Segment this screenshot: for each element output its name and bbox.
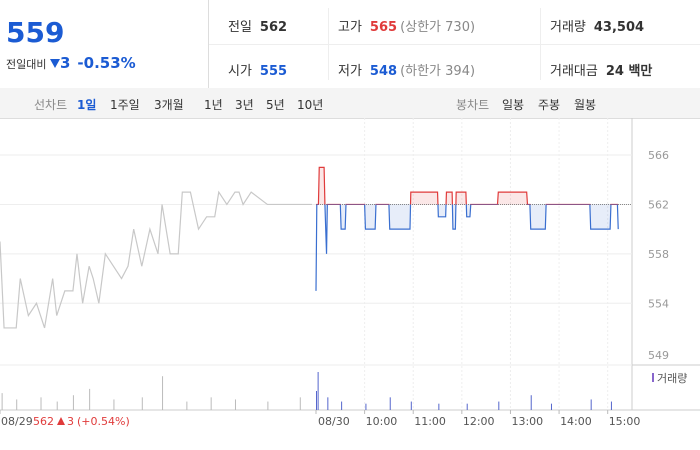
change-rate: -0.53% — [77, 54, 136, 72]
chart: 566 562 558 554 549 08/29 08/30 10:00 11:00 12:00… — [0, 118, 700, 428]
tab-group-label: 선차트 — [34, 98, 68, 112]
x-tick-label: 14:00 — [560, 415, 592, 428]
prev-close: 562 — [33, 415, 54, 428]
tab-group-label: 봉차트 — [456, 98, 490, 112]
tab[interactable]: 5년 — [266, 98, 285, 112]
stat-value: 562 — [259, 20, 288, 35]
stat-label: 시가 — [228, 64, 252, 79]
up-icon — [57, 417, 65, 425]
volume-bar — [530, 395, 532, 410]
x-tick-label: 11:00 — [414, 415, 446, 428]
volume-bar — [341, 401, 343, 410]
change: 3 — [59, 54, 71, 72]
prev-change: 3 — [67, 415, 74, 428]
tab[interactable]: 3개월 — [154, 98, 184, 112]
period-tabs: 선차트 1일 1주일 3개월 1년 3년 5년 10년 봉차트 일봉 주봉 월봉 — [0, 88, 700, 119]
volume-bar — [550, 403, 552, 410]
volume-bar — [16, 399, 18, 410]
stat-label: 고가 — [338, 20, 362, 35]
price-line-up — [316, 166, 619, 205]
area-above — [318, 167, 528, 205]
tab[interactable]: 일봉 — [502, 98, 525, 112]
volume-bar — [317, 372, 319, 410]
volume-bar — [389, 397, 391, 410]
y-tick-label: 562 — [648, 198, 669, 211]
volume-bar — [438, 403, 440, 410]
x-tick-label: 13:00 — [511, 415, 543, 428]
tab[interactable]: 3년 — [235, 98, 254, 112]
quote-header: 559 전일대비 3 -0.53% 전일 562 고가 565 (상한가 730) 거래량… — [0, 0, 700, 89]
area-below — [316, 204, 619, 291]
down-icon — [49, 59, 60, 68]
stat-value: 24 백만 — [605, 64, 653, 79]
volume-bar — [590, 399, 592, 410]
volume-bar — [234, 399, 236, 410]
stat: 거래량 43,504 — [550, 16, 644, 35]
x-tick-label: 15:00 — [609, 415, 641, 428]
current-price: 559 — [6, 16, 65, 49]
stat: 전일 562 — [228, 16, 287, 35]
volume-bar — [299, 397, 301, 410]
stat-label: 저가 — [338, 64, 362, 79]
stat-label: 거래량 — [550, 20, 586, 35]
volume-bar — [72, 395, 74, 410]
stat: 거래대금 24 백만 — [550, 60, 652, 79]
change-label: 전일대비 — [6, 58, 47, 71]
stat-value: 555 — [259, 64, 288, 79]
price-line — [0, 190, 312, 329]
price-line — [315, 204, 619, 291]
stat-label: 전일 — [228, 20, 252, 35]
y-tick-label: 549 — [648, 349, 669, 362]
tab[interactable]: 1년 — [204, 98, 223, 112]
volume-bar — [40, 397, 42, 410]
y-tick-label: 558 — [648, 248, 669, 261]
stat-value: 43,504 — [593, 20, 645, 35]
volume-bar — [113, 399, 115, 410]
tab[interactable]: 1주일 — [110, 98, 140, 112]
tab[interactable]: 1일 — [77, 98, 97, 112]
y-tick-label: 554 — [648, 297, 669, 310]
volume-bar — [316, 391, 317, 410]
volume-bar — [56, 401, 58, 410]
volume-bar — [141, 397, 143, 410]
stat-note: (하한가 394) — [400, 64, 476, 79]
volume-bar — [210, 397, 212, 410]
stat: 고가 565 (상한가 730) — [338, 16, 475, 35]
stat-value: 548 — [369, 64, 398, 79]
volume-bar — [410, 401, 412, 410]
stat-value: 565 — [369, 20, 398, 35]
stat-note: (상한가 730) — [400, 20, 476, 35]
volume-bar — [186, 401, 188, 410]
volume-bar — [327, 397, 329, 410]
change-row: 전일대비 3 -0.53% — [6, 54, 136, 72]
x-tick-label: 12:00 — [463, 415, 495, 428]
volume-bar — [1, 393, 3, 410]
legend-label: 거래량 — [657, 372, 687, 385]
volume-bar — [610, 401, 612, 410]
legend-swatch — [652, 373, 654, 382]
x-tick-label: 08/30 — [318, 415, 350, 428]
volume-bar — [466, 403, 468, 410]
volume-bar — [267, 401, 269, 410]
volume-bar — [365, 403, 367, 410]
tab[interactable]: 월봉 — [574, 98, 597, 112]
quote-summary: 559 전일대비 3 -0.53% — [0, 0, 209, 88]
volume-bar — [89, 388, 91, 410]
x-tick-label: 08/29 — [1, 415, 33, 428]
stat: 시가 555 — [228, 60, 287, 79]
x-tick-label: 10:00 — [366, 415, 398, 428]
tab[interactable]: 10년 — [297, 98, 324, 112]
stat: 저가 548 (하한가 394) — [338, 60, 475, 79]
divider — [209, 44, 700, 45]
volume-bar — [498, 401, 500, 410]
stat-label: 거래대금 — [550, 64, 598, 79]
prev-rate: (+0.54%) — [77, 415, 130, 428]
volume-bar — [162, 376, 164, 410]
y-tick-label: 566 — [648, 149, 669, 162]
tab[interactable]: 주봉 — [538, 98, 561, 112]
